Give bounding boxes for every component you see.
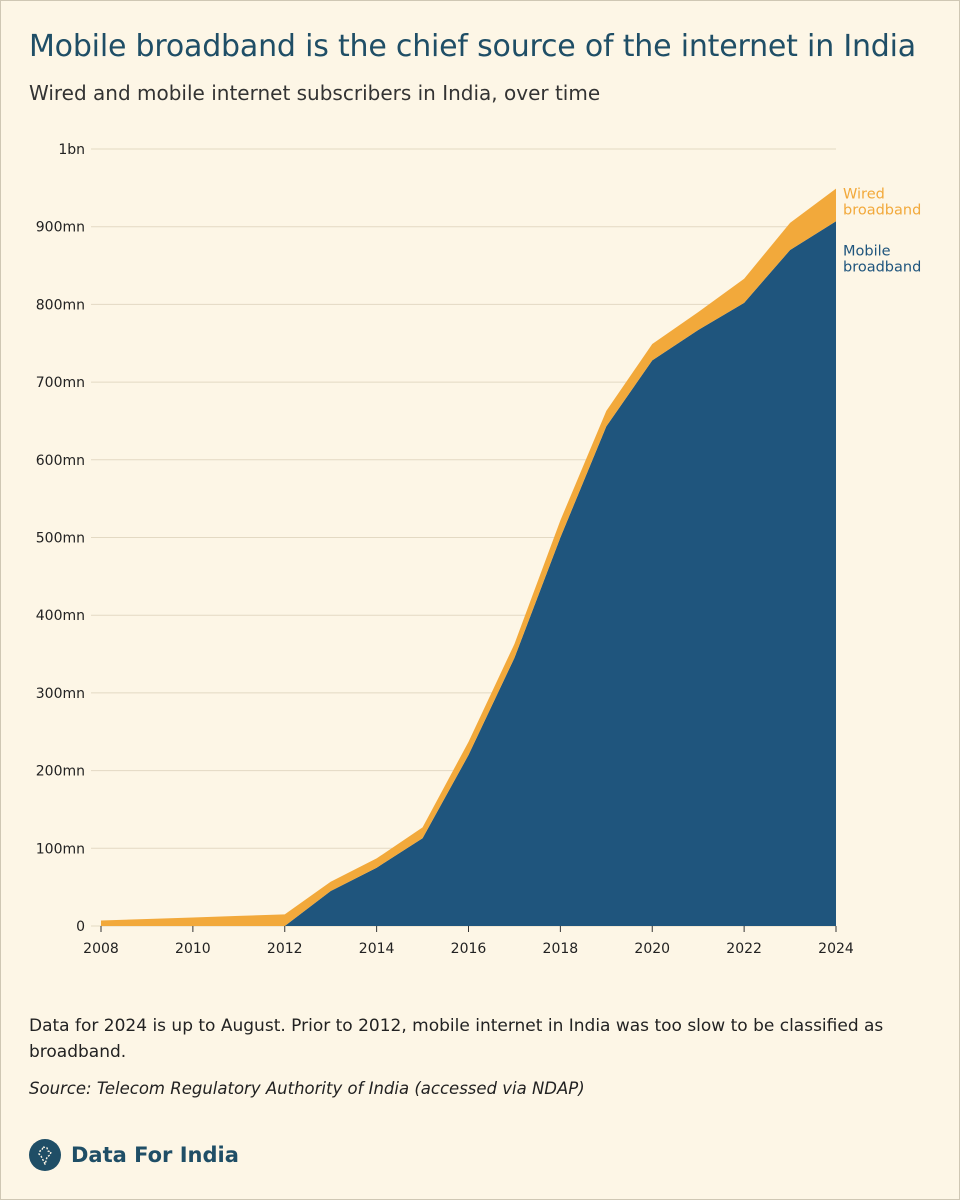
- chart-title: Mobile broadband is the chief source of …: [29, 29, 916, 64]
- y-tick-label: 500mn: [36, 531, 85, 547]
- mobile-broadband-label: broadband: [843, 259, 921, 275]
- chart-subtitle: Wired and mobile internet subscribers in…: [29, 81, 601, 105]
- x-tick-label: 2024: [818, 941, 854, 957]
- x-tick-label: 2010: [175, 941, 211, 957]
- india-map-logo-icon: [29, 1139, 61, 1171]
- x-tick-label: 2014: [359, 941, 395, 957]
- mobile-broadband-label: Mobile: [843, 243, 891, 259]
- x-axis: 2008 2010 2012 2014 2016 2018 2020 2022 2024: [83, 926, 854, 957]
- x-tick-label: 2020: [634, 941, 670, 957]
- y-tick-label: 0: [76, 919, 85, 935]
- brand-name: Data For India: [71, 1143, 239, 1167]
- y-tick-label: 600mn: [36, 453, 85, 469]
- y-tick-label: 700mn: [36, 375, 85, 391]
- x-tick-label: 2016: [451, 941, 487, 957]
- source-line: Source: Telecom Regulatory Authority of …: [29, 1079, 585, 1098]
- area-series: [101, 188, 836, 927]
- x-tick-label: 2018: [543, 941, 579, 957]
- brand: Data For India: [29, 1137, 239, 1173]
- x-tick-label: 2008: [83, 941, 119, 957]
- area-wired-broadband: [101, 188, 836, 926]
- y-tick-label: 800mn: [36, 297, 85, 313]
- y-tick-label: 1bn: [58, 142, 85, 158]
- y-axis: 0 100mn 200mn 300mn 400mn 500mn 600mn 700mn 800m…: [36, 142, 85, 935]
- area-mobile-broadband: [101, 221, 836, 927]
- y-tick-label: 900mn: [36, 220, 85, 236]
- y-tick-label: 100mn: [36, 841, 85, 857]
- wired-broadband-label: Wired: [843, 187, 885, 203]
- x-tick-label: 2022: [726, 941, 762, 957]
- wired-broadband-label: broadband: [843, 203, 921, 219]
- y-tick-label: 200mn: [36, 764, 85, 780]
- x-tick-label: 2012: [267, 941, 303, 957]
- footnote: Data for 2024 is up to August. Prior to …: [29, 1016, 884, 1062]
- area-chart: 0 100mn 200mn 300mn 400mn 500mn 600mn 700mn 800m…: [36, 142, 922, 957]
- y-tick-label: 400mn: [36, 608, 85, 624]
- y-tick-label: 300mn: [36, 686, 85, 702]
